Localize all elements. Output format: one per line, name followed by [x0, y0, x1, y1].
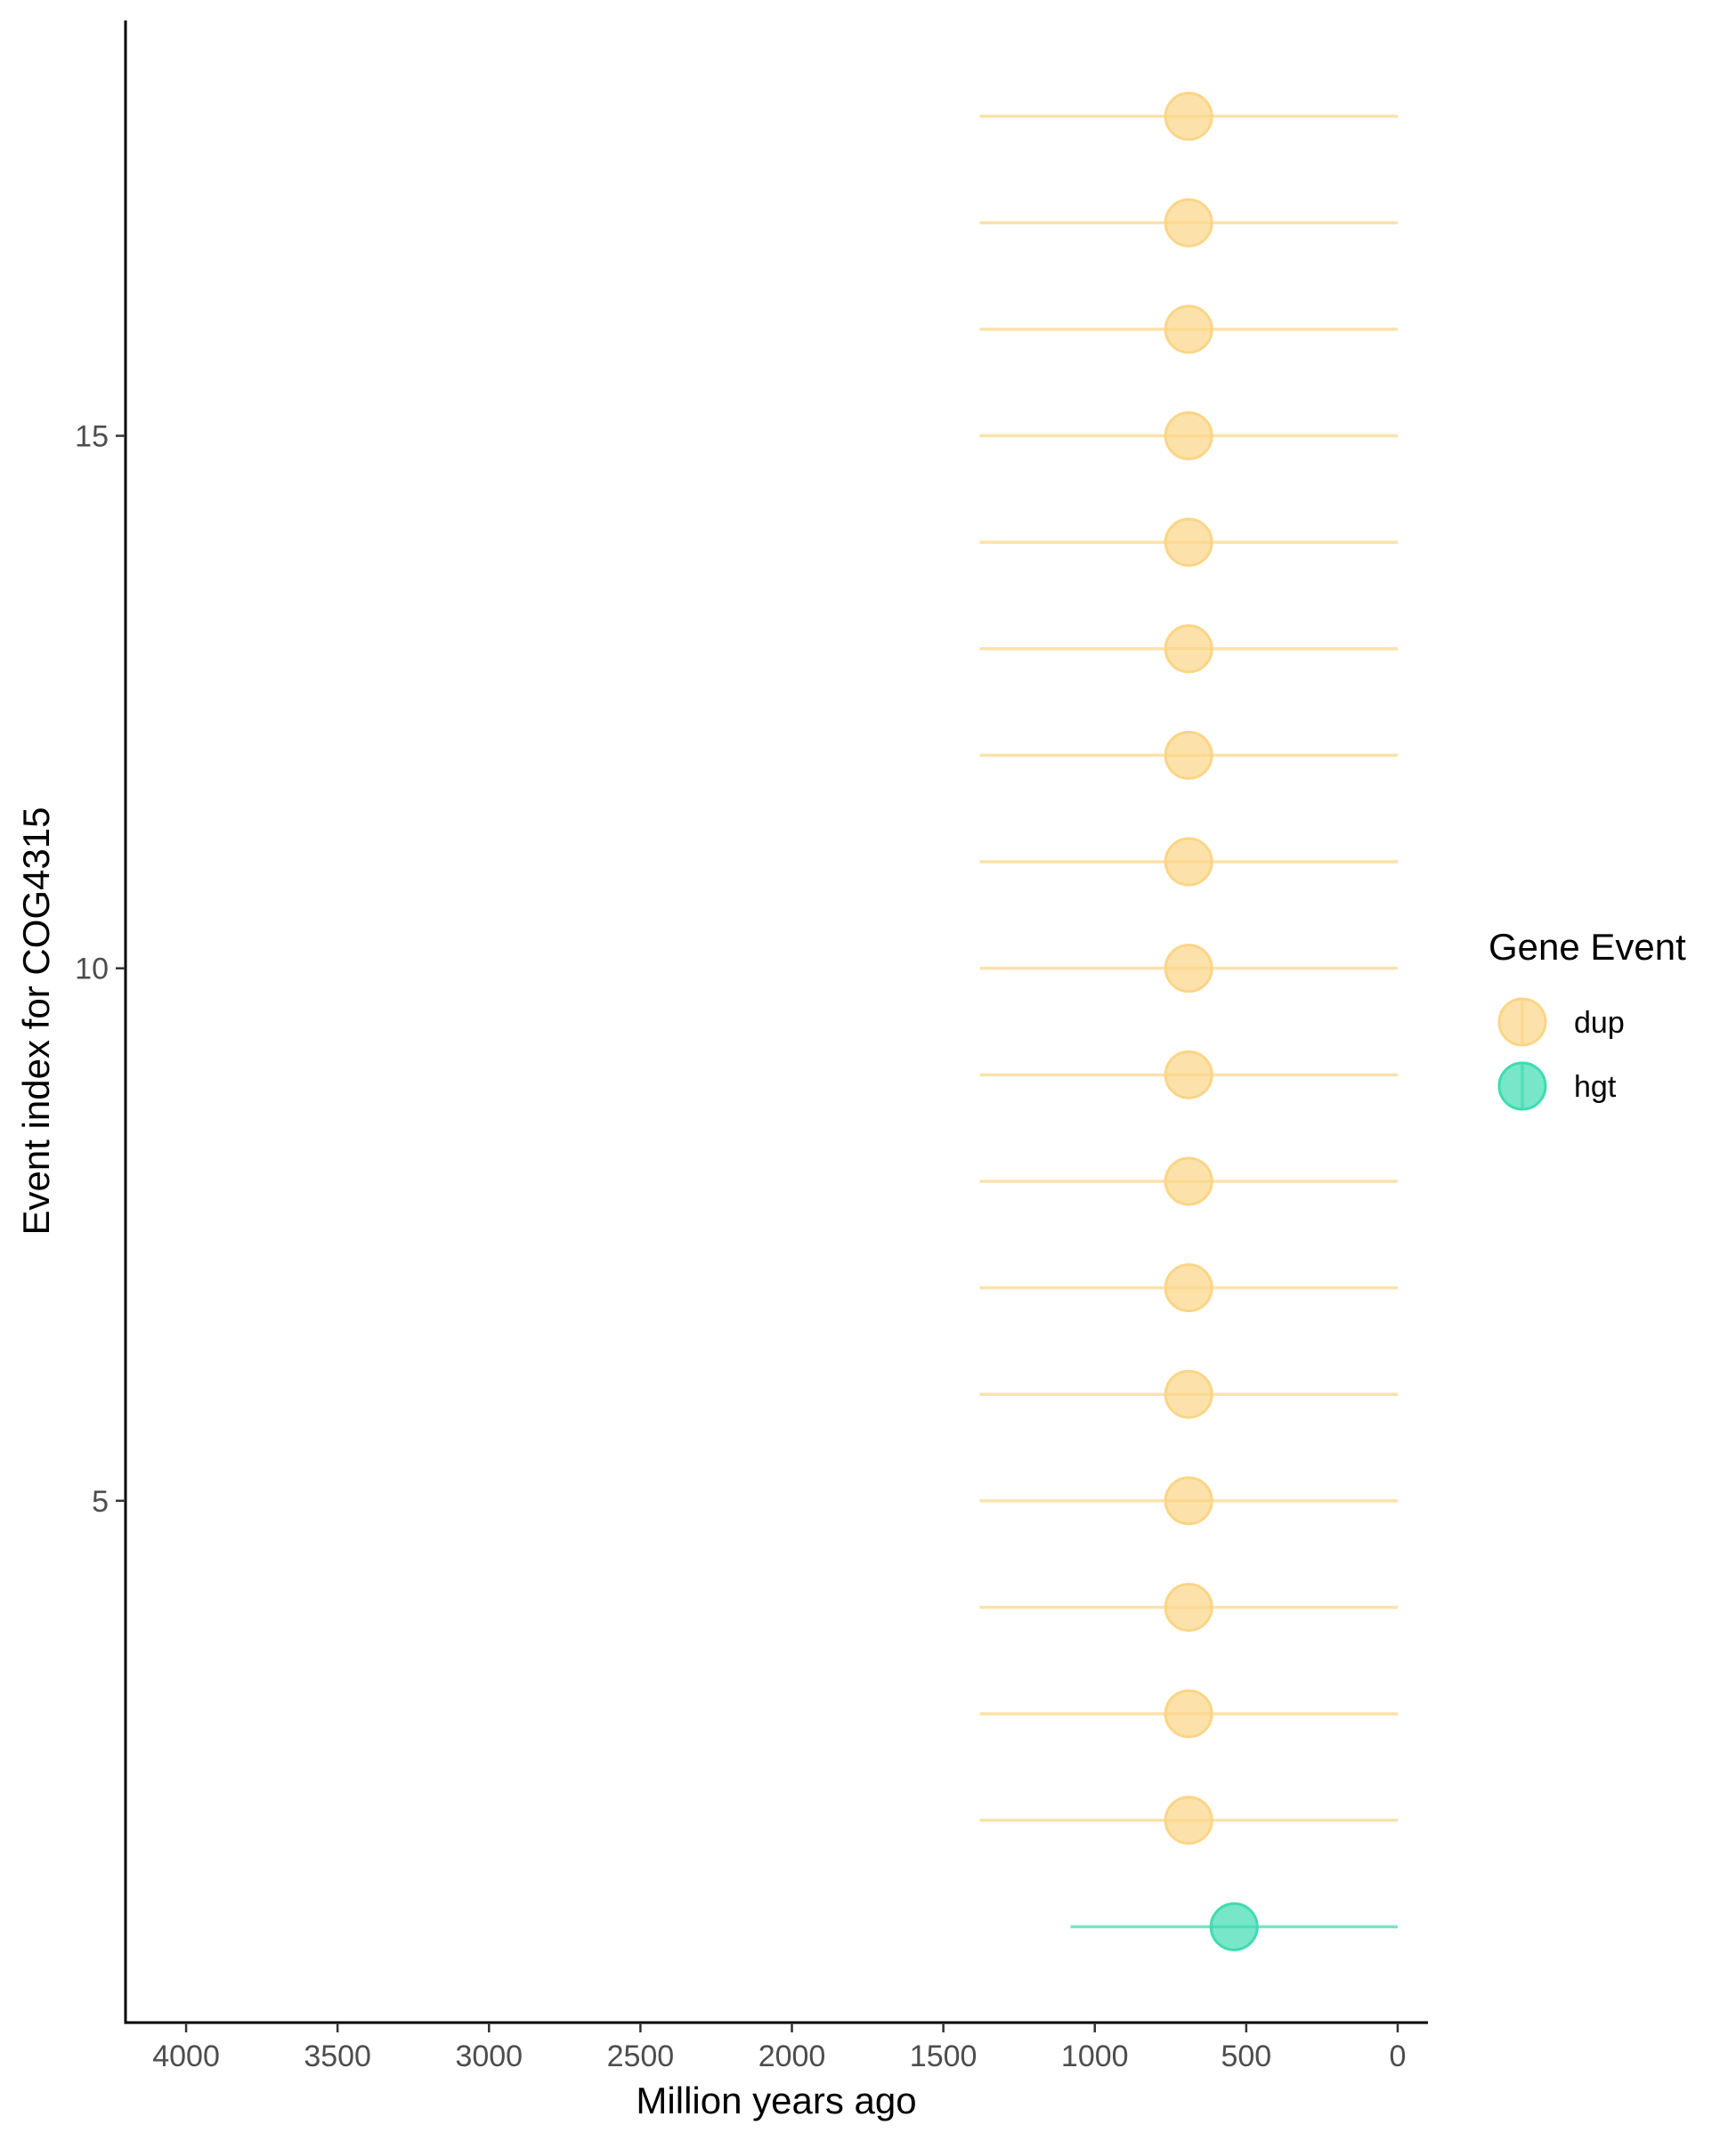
dup-point [1164, 1263, 1213, 1313]
legend-key-hgt [1497, 1061, 1547, 1111]
point-layer [1164, 92, 1259, 1951]
dup-point [1164, 1689, 1213, 1739]
x-tick-label: 2500 [607, 2040, 675, 2073]
dup-point [1164, 1476, 1213, 1526]
dup-point [1164, 1050, 1213, 1099]
x-tick-label: 3000 [455, 2040, 523, 2073]
legend-label-hgt: hgt [1574, 1070, 1617, 1104]
dup-point [1164, 517, 1213, 567]
y-tick-label: 10 [75, 953, 109, 986]
x-tick-label: 2000 [758, 2040, 826, 2073]
x-axis-title: Million years ago [636, 2080, 916, 2121]
y-axis-title: Event index for COG4315 [15, 807, 57, 1236]
dup-point [1164, 1582, 1213, 1632]
x-tick-label: 3500 [304, 2040, 371, 2073]
x-tick-label: 1500 [910, 2040, 978, 2073]
x-tick-layer: 4000 3500 3000 2500 2000 1500 1000 500 0 [152, 2023, 1406, 2073]
dup-point [1164, 837, 1213, 887]
x-tick-label: 500 [1221, 2040, 1271, 2073]
x-tick-label: 4000 [152, 2040, 220, 2073]
dup-point [1164, 944, 1213, 993]
y-tick-label: 5 [92, 1485, 109, 1519]
legend-label-dup: dup [1574, 1006, 1625, 1040]
dup-point [1164, 304, 1213, 354]
dup-point [1164, 624, 1213, 674]
legend: Gene Event dup hgt [1489, 926, 1686, 1111]
dup-point [1164, 1796, 1213, 1845]
hgt-point [1209, 1902, 1259, 1951]
x-tick-label: 0 [1390, 2040, 1407, 2073]
y-tick-label: 15 [75, 420, 109, 454]
legend-key-dup [1497, 997, 1547, 1047]
dup-point [1164, 411, 1213, 461]
y-tick-layer: 5 10 15 [75, 420, 126, 1519]
dup-point [1164, 730, 1213, 780]
dup-point [1164, 92, 1213, 142]
legend-title: Gene Event [1489, 926, 1686, 968]
dup-point [1164, 1156, 1213, 1206]
dup-point [1164, 1369, 1213, 1419]
dup-point [1164, 198, 1213, 247]
x-tick-label: 1000 [1061, 2040, 1129, 2073]
errorbar-layer [979, 114, 1398, 1929]
